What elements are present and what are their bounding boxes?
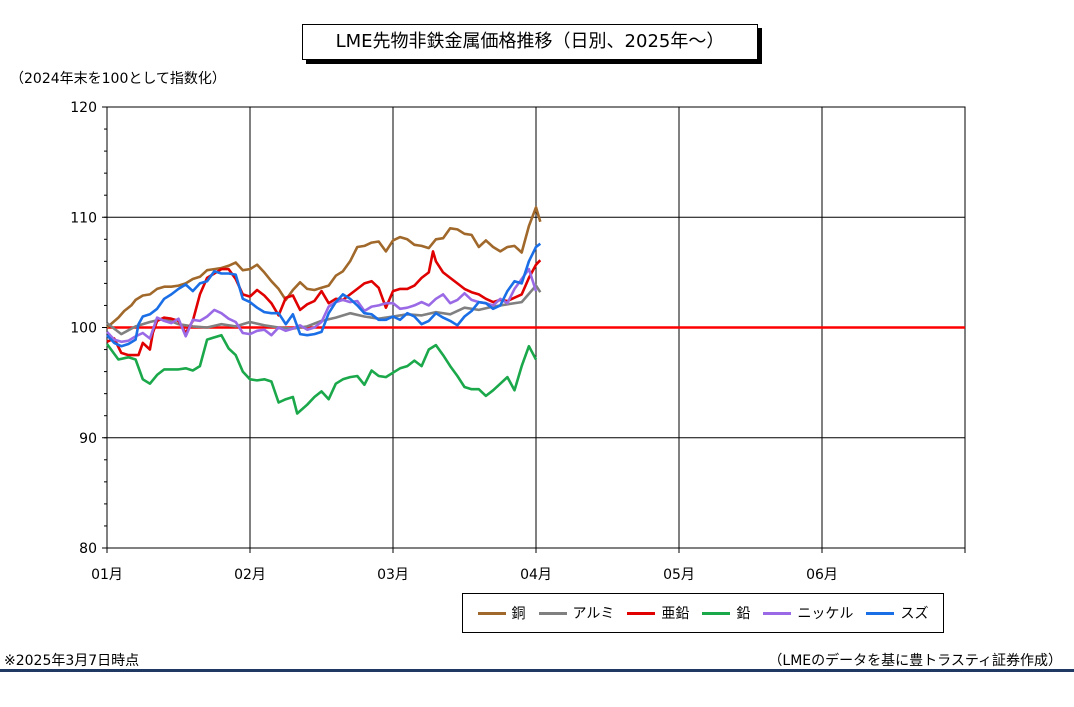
chart-legend: 銅 アルミ 亜鉛 鉛 ニッケル スズ xyxy=(462,593,944,633)
legend-item: 亜鉛 xyxy=(627,603,689,623)
legend-label: アルミ xyxy=(572,606,615,622)
source-note: （LMEのデータを基に豊トラスティ証券作成） xyxy=(768,653,1062,669)
bottom-rule xyxy=(0,669,1074,672)
y-tick-label: 110 xyxy=(70,210,97,226)
series-line-ニッケル xyxy=(106,267,538,344)
legend-item: アルミ xyxy=(538,603,615,623)
x-tick-label: 03月 xyxy=(377,567,409,583)
legend-item: スズ xyxy=(866,603,928,623)
series-layer xyxy=(105,206,542,415)
x-tick-label: 05月 xyxy=(663,567,695,583)
legend-label: 亜鉛 xyxy=(661,606,690,622)
y-tick-label: 120 xyxy=(70,100,97,116)
series-line-亜鉛 xyxy=(106,250,542,357)
legend-label: 銅 xyxy=(511,606,526,622)
y-tick-label: 100 xyxy=(70,321,97,337)
legend-swatch xyxy=(763,611,792,615)
x-tick-label: 06月 xyxy=(806,567,838,583)
y-tick-label: 80 xyxy=(79,541,97,557)
x-tick-label: 04月 xyxy=(520,567,552,583)
y-tick-label: 90 xyxy=(79,431,97,447)
legend-label: スズ xyxy=(900,606,929,622)
axis-layer: 80 90 100 110 120 01月 02月 03月 04月 05月 06月 xyxy=(70,100,966,583)
series-line-銅 xyxy=(106,206,542,329)
as-of-note: ※2025年3月7日時点 xyxy=(4,653,140,669)
legend-swatch xyxy=(538,611,567,615)
chart-title: LME先物非鉄金属価格推移（日別、2025年～） xyxy=(302,24,758,60)
legend-swatch xyxy=(477,611,506,615)
x-tick-label: 02月 xyxy=(234,567,266,583)
legend-item: ニッケル xyxy=(763,603,853,623)
legend-swatch xyxy=(702,611,731,615)
series-line-スズ xyxy=(106,242,542,348)
chart-subtitle: （2024年末を100として指数化） xyxy=(10,71,226,87)
series-line-鉛 xyxy=(105,333,538,415)
legend-item: 銅 xyxy=(477,603,526,623)
legend-item: 鉛 xyxy=(702,603,750,623)
legend-swatch xyxy=(627,611,656,615)
legend-swatch xyxy=(866,611,895,615)
x-tick-label: 01月 xyxy=(91,567,123,583)
legend-label: ニッケル xyxy=(797,606,854,622)
legend-label: 鉛 xyxy=(736,606,751,622)
